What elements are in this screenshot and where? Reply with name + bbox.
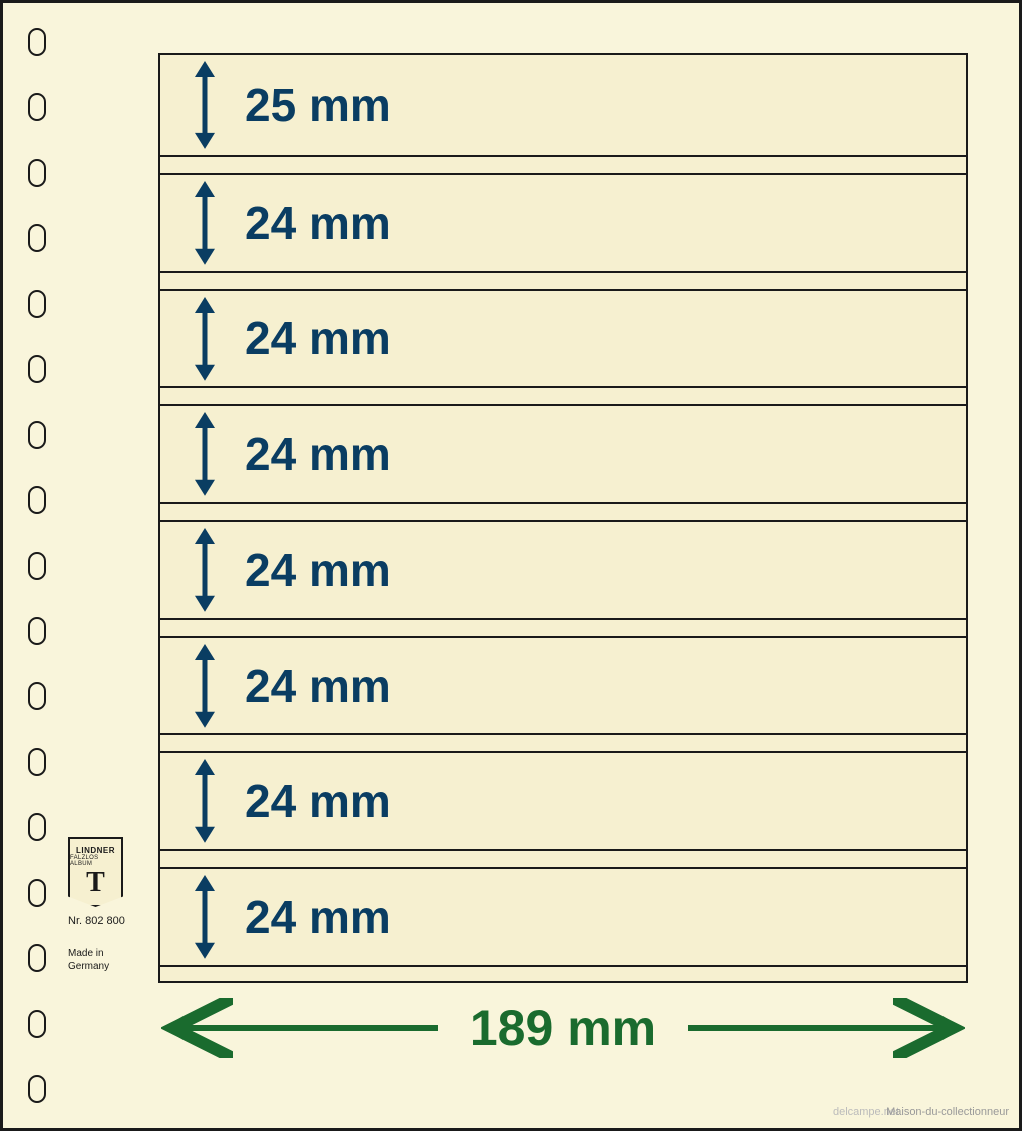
binding-hole — [28, 421, 46, 449]
spacer-row — [160, 620, 966, 638]
binding-hole — [28, 617, 46, 645]
height-arrow-icon — [190, 757, 220, 845]
logo-badge: LINDNER FALZLOS ALBUM T — [68, 837, 123, 907]
binding-holes — [28, 28, 58, 1103]
sheet-row: 24 mm — [160, 638, 966, 736]
sheet-row: 24 mm — [160, 175, 966, 273]
sheet-row: 25 mm — [160, 55, 966, 157]
sheet-row: 24 mm — [160, 406, 966, 504]
width-dimension: 189 mm — [158, 998, 968, 1058]
height-arrow-icon — [190, 526, 220, 614]
logo-area: LINDNER FALZLOS ALBUM T Nr. 802 800 Made… — [68, 837, 138, 973]
binding-hole — [28, 290, 46, 318]
row-height-label: 24 mm — [245, 774, 391, 828]
height-arrow-icon — [190, 873, 220, 961]
binding-hole — [28, 748, 46, 776]
sheet-row: 24 mm — [160, 522, 966, 620]
logo-subtitle: FALZLOS ALBUM — [70, 855, 121, 867]
binding-hole — [28, 1075, 46, 1103]
spacer-row — [160, 388, 966, 406]
binding-hole — [28, 486, 46, 514]
binding-hole — [28, 552, 46, 580]
spacer-row — [160, 504, 966, 522]
spacer-row — [160, 967, 966, 985]
binding-hole — [28, 93, 46, 121]
product-number: Nr. 802 800 — [68, 915, 138, 927]
binding-hole — [28, 879, 46, 907]
row-height-label: 24 mm — [245, 196, 391, 250]
height-arrow-icon — [190, 295, 220, 383]
watermark-right: Maison-du-collectionneur — [886, 1106, 1009, 1118]
row-height-label: 25 mm — [245, 78, 391, 132]
binding-hole — [28, 28, 46, 56]
row-height-label: 24 mm — [245, 311, 391, 365]
binding-hole — [28, 682, 46, 710]
binding-hole — [28, 944, 46, 972]
spacer-row — [160, 273, 966, 291]
made-in-label: Made in Germany — [68, 947, 138, 973]
row-height-label: 24 mm — [245, 427, 391, 481]
sheet-row: 24 mm — [160, 753, 966, 851]
sheet-frame: 25 mm 24 mm 24 mm 24 mm 24 mm 24 mm 24 mm 24 mm — [158, 53, 968, 983]
spacer-row — [160, 157, 966, 175]
sheet-row: 24 mm — [160, 869, 966, 967]
binding-hole — [28, 355, 46, 383]
row-height-label: 24 mm — [245, 890, 391, 944]
height-arrow-icon — [190, 59, 220, 151]
binding-hole — [28, 813, 46, 841]
height-arrow-icon — [190, 179, 220, 267]
binding-hole — [28, 1010, 46, 1038]
height-arrow-icon — [190, 410, 220, 498]
binding-hole — [28, 159, 46, 187]
spacer-row — [160, 851, 966, 869]
spacer-row — [160, 735, 966, 753]
sheet-row: 24 mm — [160, 291, 966, 389]
binding-hole — [28, 224, 46, 252]
row-height-label: 24 mm — [245, 543, 391, 597]
height-arrow-icon — [190, 642, 220, 730]
width-label: 189 mm — [470, 999, 656, 1057]
row-height-label: 24 mm — [245, 659, 391, 713]
logo-letter: T — [86, 867, 105, 899]
album-page: 25 mm 24 mm 24 mm 24 mm 24 mm 24 mm 24 mm 24 mm… — [0, 0, 1022, 1131]
logo-brand: LINDNER — [76, 846, 115, 855]
